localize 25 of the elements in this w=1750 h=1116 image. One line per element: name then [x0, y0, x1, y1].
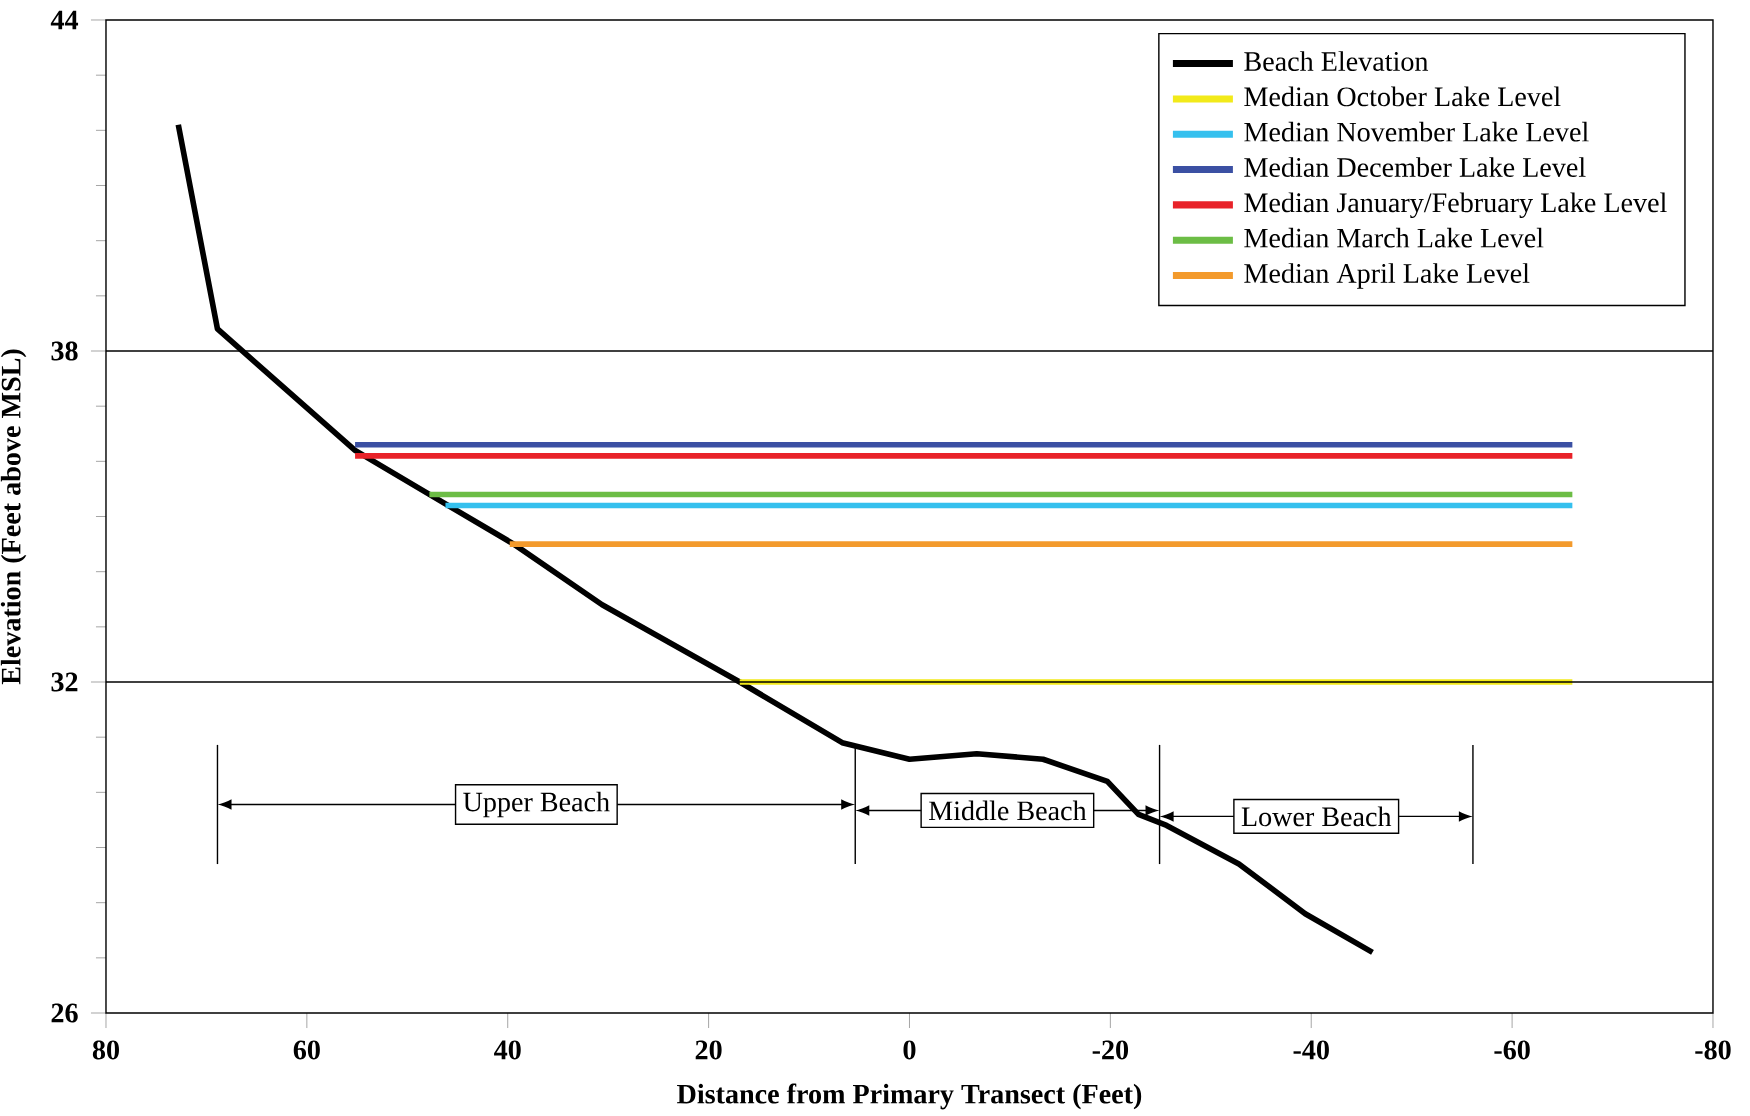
legend-label: Median January/February Lake Level — [1244, 192, 1667, 219]
x-tick-label: -80 — [1695, 1040, 1731, 1060]
x-tick-label: 40 — [494, 1040, 521, 1060]
x-tick-label: -20 — [1092, 1040, 1129, 1060]
x-tick-label: 20 — [695, 1040, 722, 1060]
legend-label: Median April Lake Level — [1244, 263, 1530, 289]
x-tick-label: 0 — [903, 1040, 916, 1060]
annotation: Upper Beach — [463, 791, 610, 818]
y-axis-title: Elevation (Feet above MSL) — [0, 349, 27, 685]
y-tick-label: 38 — [51, 341, 78, 361]
y-tick-label: 44 — [50, 10, 79, 30]
legend-label: Median November Lake Level — [1244, 121, 1589, 142]
x-tick-label: -60 — [1494, 1040, 1530, 1060]
annotation: Lower Beach — [1241, 806, 1392, 827]
y-tick-label: 32 — [51, 672, 78, 692]
legend-label: Median December Lake Level — [1244, 157, 1586, 177]
x-tick-label: 60 — [293, 1040, 320, 1060]
legend-label: Median March Lake Level — [1244, 227, 1544, 248]
legend-label: Median October Lake Level — [1244, 86, 1561, 107]
legend-label: Beach Elevation — [1244, 51, 1429, 71]
annotation: Middle Beach — [928, 800, 1087, 821]
x-tick-label: 80 — [92, 1040, 119, 1060]
x-axis-title: Distance from Primary Transect (Feet) — [677, 1083, 1142, 1110]
y-tick-label: 26 — [51, 1003, 78, 1023]
x-tick-label: -40 — [1293, 1040, 1329, 1060]
